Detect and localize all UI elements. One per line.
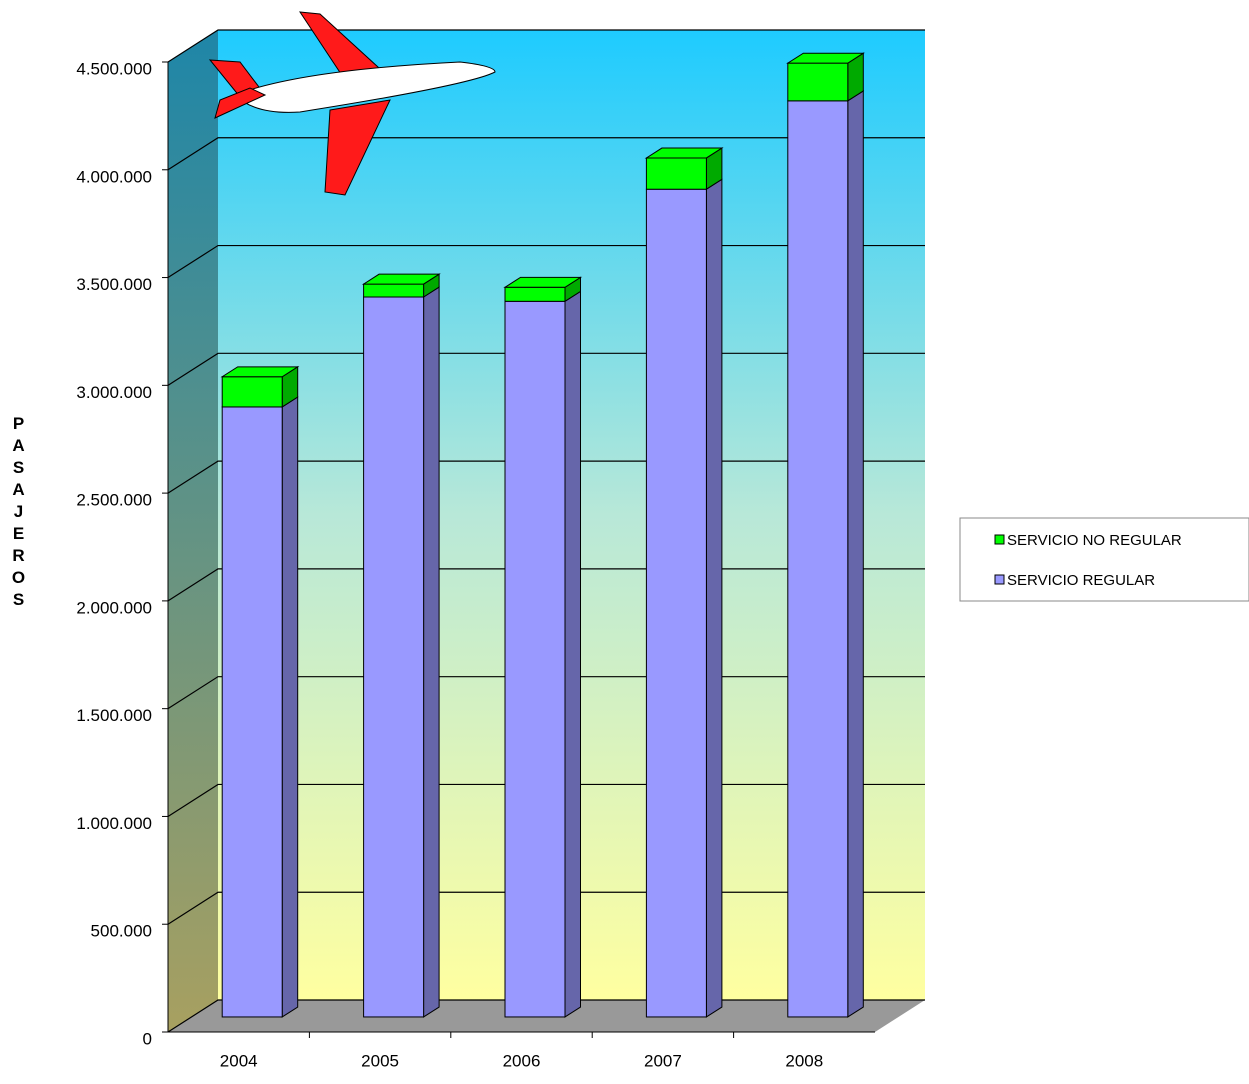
y-tick-label: 4.000.000	[76, 167, 152, 186]
x-tick-label: 2007	[644, 1051, 682, 1070]
x-tick-label: 2008	[785, 1051, 823, 1070]
y-tick-label: 3.000.000	[76, 383, 152, 402]
y-axis-label: PASAJEROS	[9, 414, 28, 612]
bar	[787, 62, 849, 102]
legend-swatch	[994, 534, 1005, 545]
y-tick-label: 1.000.000	[76, 814, 152, 833]
legend	[959, 517, 1249, 602]
bar	[645, 157, 707, 190]
bar	[221, 376, 283, 408]
bar-top	[503, 276, 583, 288]
y-tick-label: 500.000	[91, 922, 152, 941]
legend-swatch	[994, 574, 1005, 585]
side-wall	[168, 30, 218, 1032]
grid-line	[167, 29, 925, 63]
y-tick-label: 4.500.000	[76, 59, 152, 78]
bar-top	[786, 52, 866, 64]
bar-side	[281, 396, 299, 1018]
y-tick-label: 2.000.000	[76, 598, 152, 617]
bar-top	[361, 273, 441, 285]
grid-line	[167, 137, 925, 171]
bar	[221, 406, 283, 1018]
x-tick-label: 2006	[503, 1051, 541, 1070]
bar	[363, 283, 425, 298]
y-tick-label: 3.500.000	[76, 275, 152, 294]
bar	[504, 286, 566, 302]
bar-side	[423, 286, 440, 1018]
y-tick-label: 0	[143, 1029, 152, 1048]
bar	[363, 296, 425, 1018]
legend-label: SERVICIO REGULAR	[1007, 572, 1155, 589]
bar-side	[847, 90, 864, 1018]
bar-side	[564, 290, 581, 1018]
legend-label: SERVICIO NO REGULAR	[1007, 532, 1182, 549]
x-tick-label: 2005	[361, 1051, 399, 1070]
airplane	[208, 11, 496, 196]
bar	[504, 300, 566, 1018]
bar-top	[644, 147, 724, 159]
y-tick-label: 1.500.000	[76, 706, 152, 725]
bar-side	[705, 178, 723, 1018]
y-tick-label: 2.500.000	[76, 491, 152, 510]
bar-top	[220, 366, 300, 378]
bar	[787, 100, 849, 1018]
x-tick-label: 2004	[220, 1051, 258, 1070]
bar	[645, 188, 707, 1018]
